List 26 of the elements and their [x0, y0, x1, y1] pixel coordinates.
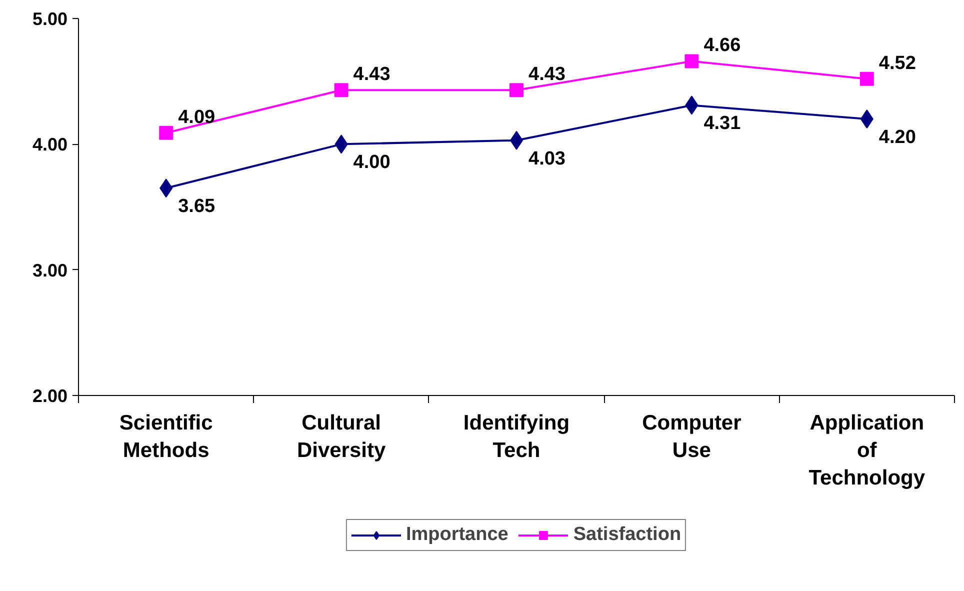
y-tick-label: 3.00 — [32, 260, 68, 280]
data-label: 4.03 — [528, 148, 566, 170]
x-tick-label: Identifying Tech — [463, 412, 570, 462]
point — [159, 126, 174, 140]
point — [334, 83, 348, 98]
x-tick-label: Application of Technology — [808, 412, 926, 490]
data-label: 4.31 — [704, 113, 742, 134]
data-label: 4.66 — [704, 35, 741, 56]
data-label: 4.43 — [353, 64, 390, 86]
point — [510, 83, 524, 98]
data-label: 4.00 — [353, 152, 390, 174]
data-label: 4.43 — [528, 64, 566, 86]
x-tick-label: Computer Use — [642, 412, 742, 462]
y-tick-label: 5.00 — [32, 9, 68, 29]
point — [684, 54, 699, 68]
x-tick-label: Scientific Methods — [119, 412, 214, 462]
data-label: 3.65 — [178, 196, 216, 218]
data-label: 4.09 — [178, 106, 216, 128]
x-tick-label: Cultural Diversity — [296, 412, 386, 462]
legend-label: Satisfaction — [573, 524, 682, 546]
y-tick-label: 4.00 — [32, 134, 68, 155]
point — [860, 72, 874, 86]
legend-label: Importance — [406, 524, 508, 546]
data-label: 4.52 — [878, 52, 916, 74]
y-tick-label: 2.00 — [32, 386, 68, 406]
data-label: 4.20 — [878, 127, 916, 148]
